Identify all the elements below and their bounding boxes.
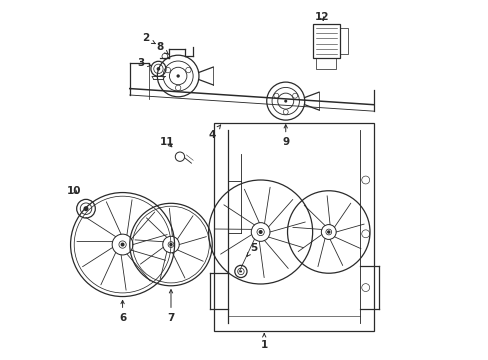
Text: 6: 6 bbox=[119, 300, 126, 323]
Text: 4: 4 bbox=[208, 125, 220, 140]
Bar bbox=[339, 28, 348, 54]
Text: 1: 1 bbox=[260, 334, 267, 350]
Text: 3: 3 bbox=[137, 58, 151, 68]
Circle shape bbox=[83, 206, 88, 211]
Text: 9: 9 bbox=[282, 125, 289, 147]
Circle shape bbox=[259, 231, 262, 233]
Text: 11: 11 bbox=[160, 138, 174, 147]
Circle shape bbox=[121, 243, 123, 246]
Text: 8: 8 bbox=[156, 42, 168, 54]
Text: 5: 5 bbox=[246, 243, 257, 256]
Bar bbox=[214, 123, 373, 330]
Circle shape bbox=[156, 67, 160, 71]
Circle shape bbox=[327, 231, 329, 233]
Circle shape bbox=[176, 74, 180, 78]
Bar bbox=[312, 24, 339, 58]
Circle shape bbox=[284, 100, 286, 103]
Bar bbox=[316, 58, 335, 69]
Text: 7: 7 bbox=[167, 290, 174, 323]
Text: 2: 2 bbox=[142, 33, 155, 44]
Circle shape bbox=[239, 270, 242, 273]
Circle shape bbox=[170, 243, 172, 246]
Text: 12: 12 bbox=[314, 12, 328, 22]
Text: 10: 10 bbox=[67, 186, 81, 196]
